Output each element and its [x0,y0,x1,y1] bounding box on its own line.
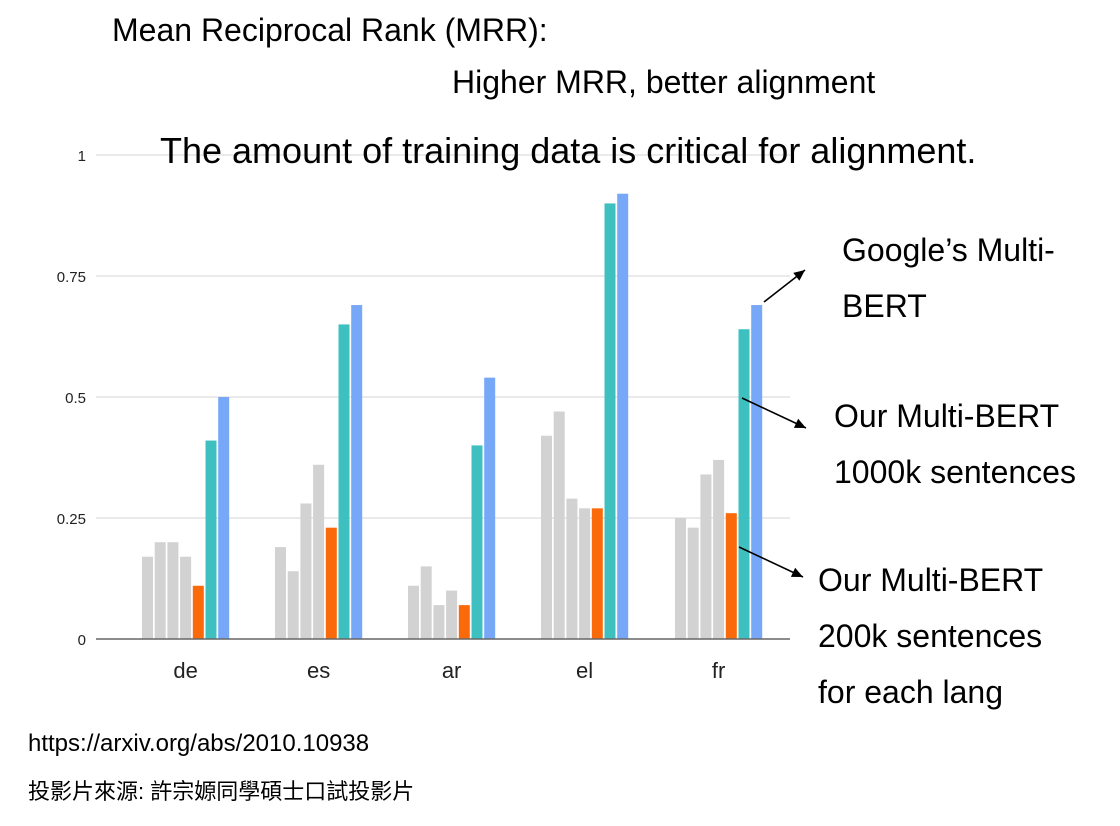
page-subtitle: Higher MRR, better alignment [452,64,876,100]
bar [433,605,445,639]
bars [142,193,763,639]
y-tick-label: 0.75 [57,269,86,286]
source-url[interactable]: https://arxiv.org/abs/2010.10938 [28,730,370,757]
bar [446,590,458,639]
bar [154,542,166,639]
x-axis-ticks: de es ar el fr [173,658,725,683]
bar [142,556,153,639]
annotation-our-multibert-1000k: Our Multi-BERT 1000k sentences [834,388,1076,500]
bar [700,474,712,639]
arrow-google [763,269,806,303]
arrow-1000k [741,397,807,429]
bar [687,527,699,639]
bar [471,445,483,639]
y-tick-label: 0 [78,632,86,649]
bar [579,508,591,639]
bar [675,518,686,639]
y-tick-label: 1 [78,148,86,165]
bar [738,329,750,639]
annotation-line: for each lang [818,674,1004,710]
bar [287,571,299,639]
bar [541,435,552,639]
bar [725,513,737,639]
bar [180,556,192,639]
y-axis-ticks: 0 0.25 0.5 0.75 1 [57,148,86,649]
x-tick-label: ar [442,658,462,683]
bar [313,464,325,639]
bar [751,305,763,639]
annotation-line: BERT [842,288,927,324]
bar [420,566,432,639]
x-tick-label: de [173,658,197,683]
bar [351,305,363,639]
annotation-google-multibert: Google’s Multi- BERT [842,222,1055,334]
source-note: 投影片來源: 許宗嫄同學碩士口試投影片 [28,779,415,804]
bar [218,397,230,639]
bar [192,585,204,639]
page-title: Mean Reciprocal Rank (MRR): [112,12,548,48]
bar [338,324,350,639]
bar [408,585,419,639]
annotation-our-multibert-200k: Our Multi-BERT 200k sentences for each l… [818,552,1043,720]
annotation-line: Google’s Multi- [842,232,1055,268]
x-tick-label: el [576,658,593,683]
bar [553,411,565,639]
bar [325,527,337,639]
bar [167,542,179,639]
bar [205,440,217,639]
annotation-line: Our Multi-BERT [834,398,1060,434]
y-tick-label: 0.25 [57,511,86,528]
annotation-line: Our Multi-BERT [818,562,1044,598]
arrow-200k [738,546,804,578]
bar [566,498,578,639]
bar [484,377,496,639]
headline: The amount of training data is critical … [160,130,977,171]
y-tick-label: 0.5 [65,390,86,407]
bar [300,503,312,639]
bar [617,193,629,639]
bar [275,547,286,639]
annotation-line: 200k sentences [818,618,1043,654]
bar [591,508,603,639]
bar [713,459,725,639]
bar [458,605,470,639]
gridlines [96,154,790,519]
annotation-arrows [738,269,807,578]
x-tick-label: fr [712,658,725,683]
x-tick-label: es [307,658,330,683]
annotation-line: 1000k sentences [834,454,1076,490]
bar [604,203,616,639]
